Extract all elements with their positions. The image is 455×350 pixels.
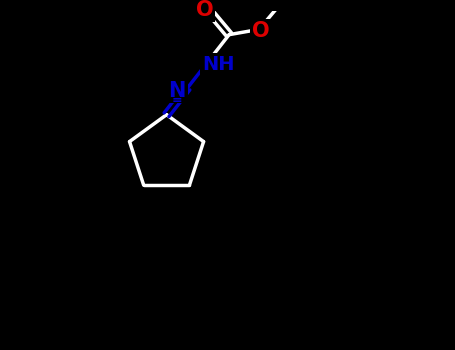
Text: O: O bbox=[196, 0, 213, 20]
Text: =: = bbox=[172, 94, 182, 107]
Text: O: O bbox=[252, 21, 270, 41]
Text: N: N bbox=[168, 82, 186, 102]
Text: NH: NH bbox=[202, 55, 235, 74]
